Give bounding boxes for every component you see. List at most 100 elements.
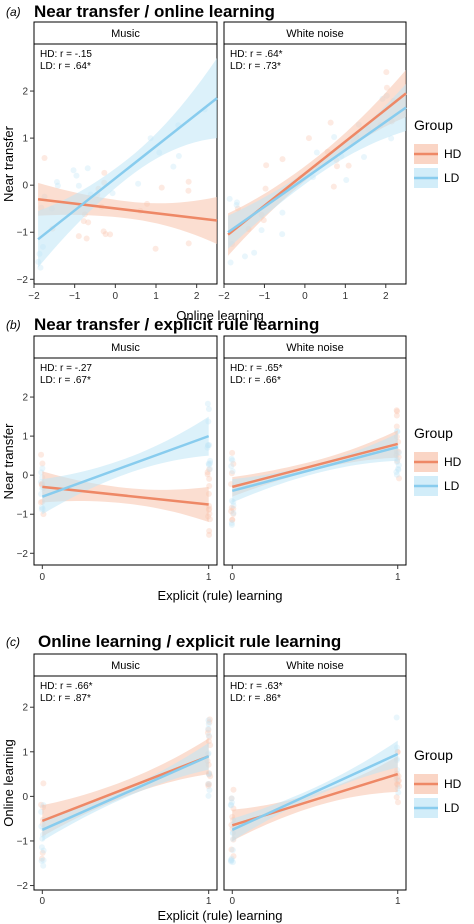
- data-point-ld: [393, 469, 400, 476]
- data-point-ld: [53, 179, 60, 186]
- data-point-hd: [39, 460, 46, 467]
- legend-label-ld: LD: [444, 171, 460, 185]
- legend: Group HD LD: [414, 117, 462, 188]
- data-point-ld: [395, 465, 402, 472]
- data-point-hd: [279, 156, 286, 163]
- y-tick-label: 2: [22, 87, 28, 98]
- x-tick-label: 0: [40, 896, 46, 907]
- panel-label: (a): [6, 5, 21, 19]
- data-point-hd: [38, 451, 45, 458]
- data-point-ld: [227, 858, 234, 865]
- data-point-ld: [279, 209, 286, 216]
- data-point-ld: [229, 468, 236, 475]
- data-point-hd: [75, 233, 82, 240]
- data-point-ld: [207, 457, 214, 464]
- data-point-ld: [229, 457, 236, 464]
- data-point-hd: [229, 449, 236, 456]
- data-point-ld: [205, 460, 212, 467]
- data-point-hd: [205, 782, 212, 789]
- chart-title: Near transfer / explicit rule learning: [34, 315, 319, 334]
- data-point-hd: [152, 245, 159, 252]
- legend-title: Group: [414, 117, 453, 133]
- data-point-hd: [206, 781, 213, 788]
- y-tick-label: −1: [17, 510, 29, 521]
- y-tick-label: 0: [22, 181, 28, 192]
- correlation-stat-hd: HD: r = .65*: [230, 363, 283, 374]
- y-tick-label: 1: [22, 747, 28, 758]
- data-point-hd: [107, 231, 114, 238]
- panel-label: (c): [6, 635, 20, 649]
- data-point-hd: [383, 84, 390, 91]
- data-point-hd: [206, 716, 213, 723]
- correlation-stat-ld: LD: r = .87*: [40, 693, 91, 704]
- data-point-hd: [230, 460, 237, 467]
- data-point-hd: [330, 183, 337, 190]
- data-point-ld: [343, 177, 350, 184]
- data-point-ld: [54, 182, 61, 189]
- regression-line-ld: [231, 752, 399, 831]
- data-point-hd: [185, 240, 192, 247]
- chart-title: Near transfer / online learning: [34, 2, 275, 21]
- x-tick-label: 1: [206, 896, 212, 907]
- y-tick-label: 0: [22, 471, 28, 482]
- facet-strip-label: White noise: [286, 28, 343, 40]
- correlation-stat-hd: HD: r = -.27: [40, 363, 92, 374]
- data-point-hd: [204, 469, 211, 476]
- data-point-ld: [226, 195, 233, 202]
- legend-label-ld: LD: [444, 801, 460, 815]
- panel-label: (b): [6, 318, 21, 332]
- data-point-ld: [228, 799, 235, 806]
- x-tick-label: 0: [302, 291, 308, 302]
- data-point-hd: [228, 795, 235, 802]
- x-tick-label: 1: [343, 291, 349, 302]
- data-point-hd: [263, 162, 270, 169]
- data-point-hd: [228, 846, 235, 853]
- plot-area: [33, 675, 218, 891]
- data-point-ld: [175, 152, 182, 159]
- data-point-hd: [101, 169, 108, 176]
- regression-line-hd: [37, 198, 218, 222]
- data-point-hd: [396, 475, 403, 482]
- data-point-hd: [205, 781, 212, 788]
- y-axis-label: Online learning: [1, 739, 16, 826]
- data-point-ld: [228, 802, 235, 809]
- data-point-ld: [393, 714, 400, 721]
- data-point-ld: [170, 163, 177, 170]
- data-point-hd: [230, 853, 237, 860]
- regression-line-hd: [231, 442, 399, 489]
- data-point-ld: [393, 471, 400, 478]
- data-point-ld: [204, 400, 211, 407]
- x-tick-label: 2: [383, 291, 389, 302]
- data-point-ld: [395, 462, 402, 469]
- x-tick-label: 1: [395, 572, 401, 583]
- data-point-hd: [230, 505, 237, 512]
- data-point-hd: [185, 178, 192, 185]
- x-axis-label: Explicit (rule) learning: [158, 908, 283, 923]
- data-point-ld: [228, 855, 235, 862]
- confidence-band-ld: [228, 84, 406, 249]
- x-tick-label: 0: [113, 291, 119, 302]
- data-point-hd: [393, 794, 400, 801]
- data-point-hd: [345, 162, 352, 169]
- data-point-ld: [206, 465, 213, 472]
- x-tick-label: 1: [153, 291, 159, 302]
- data-point-ld: [205, 717, 212, 724]
- data-point-ld: [388, 135, 395, 142]
- data-point-ld: [205, 406, 212, 413]
- data-point-hd: [206, 475, 213, 482]
- y-tick-label: −2: [17, 881, 29, 892]
- data-point-hd: [207, 773, 214, 780]
- data-point-ld: [228, 795, 235, 802]
- data-point-ld: [228, 521, 235, 528]
- legend-label-ld: LD: [444, 479, 460, 493]
- data-point-hd: [204, 729, 211, 736]
- data-point-ld: [331, 134, 338, 141]
- legend-label-hd: HD: [444, 777, 462, 791]
- x-tick-label: −1: [69, 291, 81, 302]
- regression-line-ld: [227, 106, 407, 234]
- data-point-hd: [206, 719, 213, 726]
- data-point-hd: [100, 228, 107, 235]
